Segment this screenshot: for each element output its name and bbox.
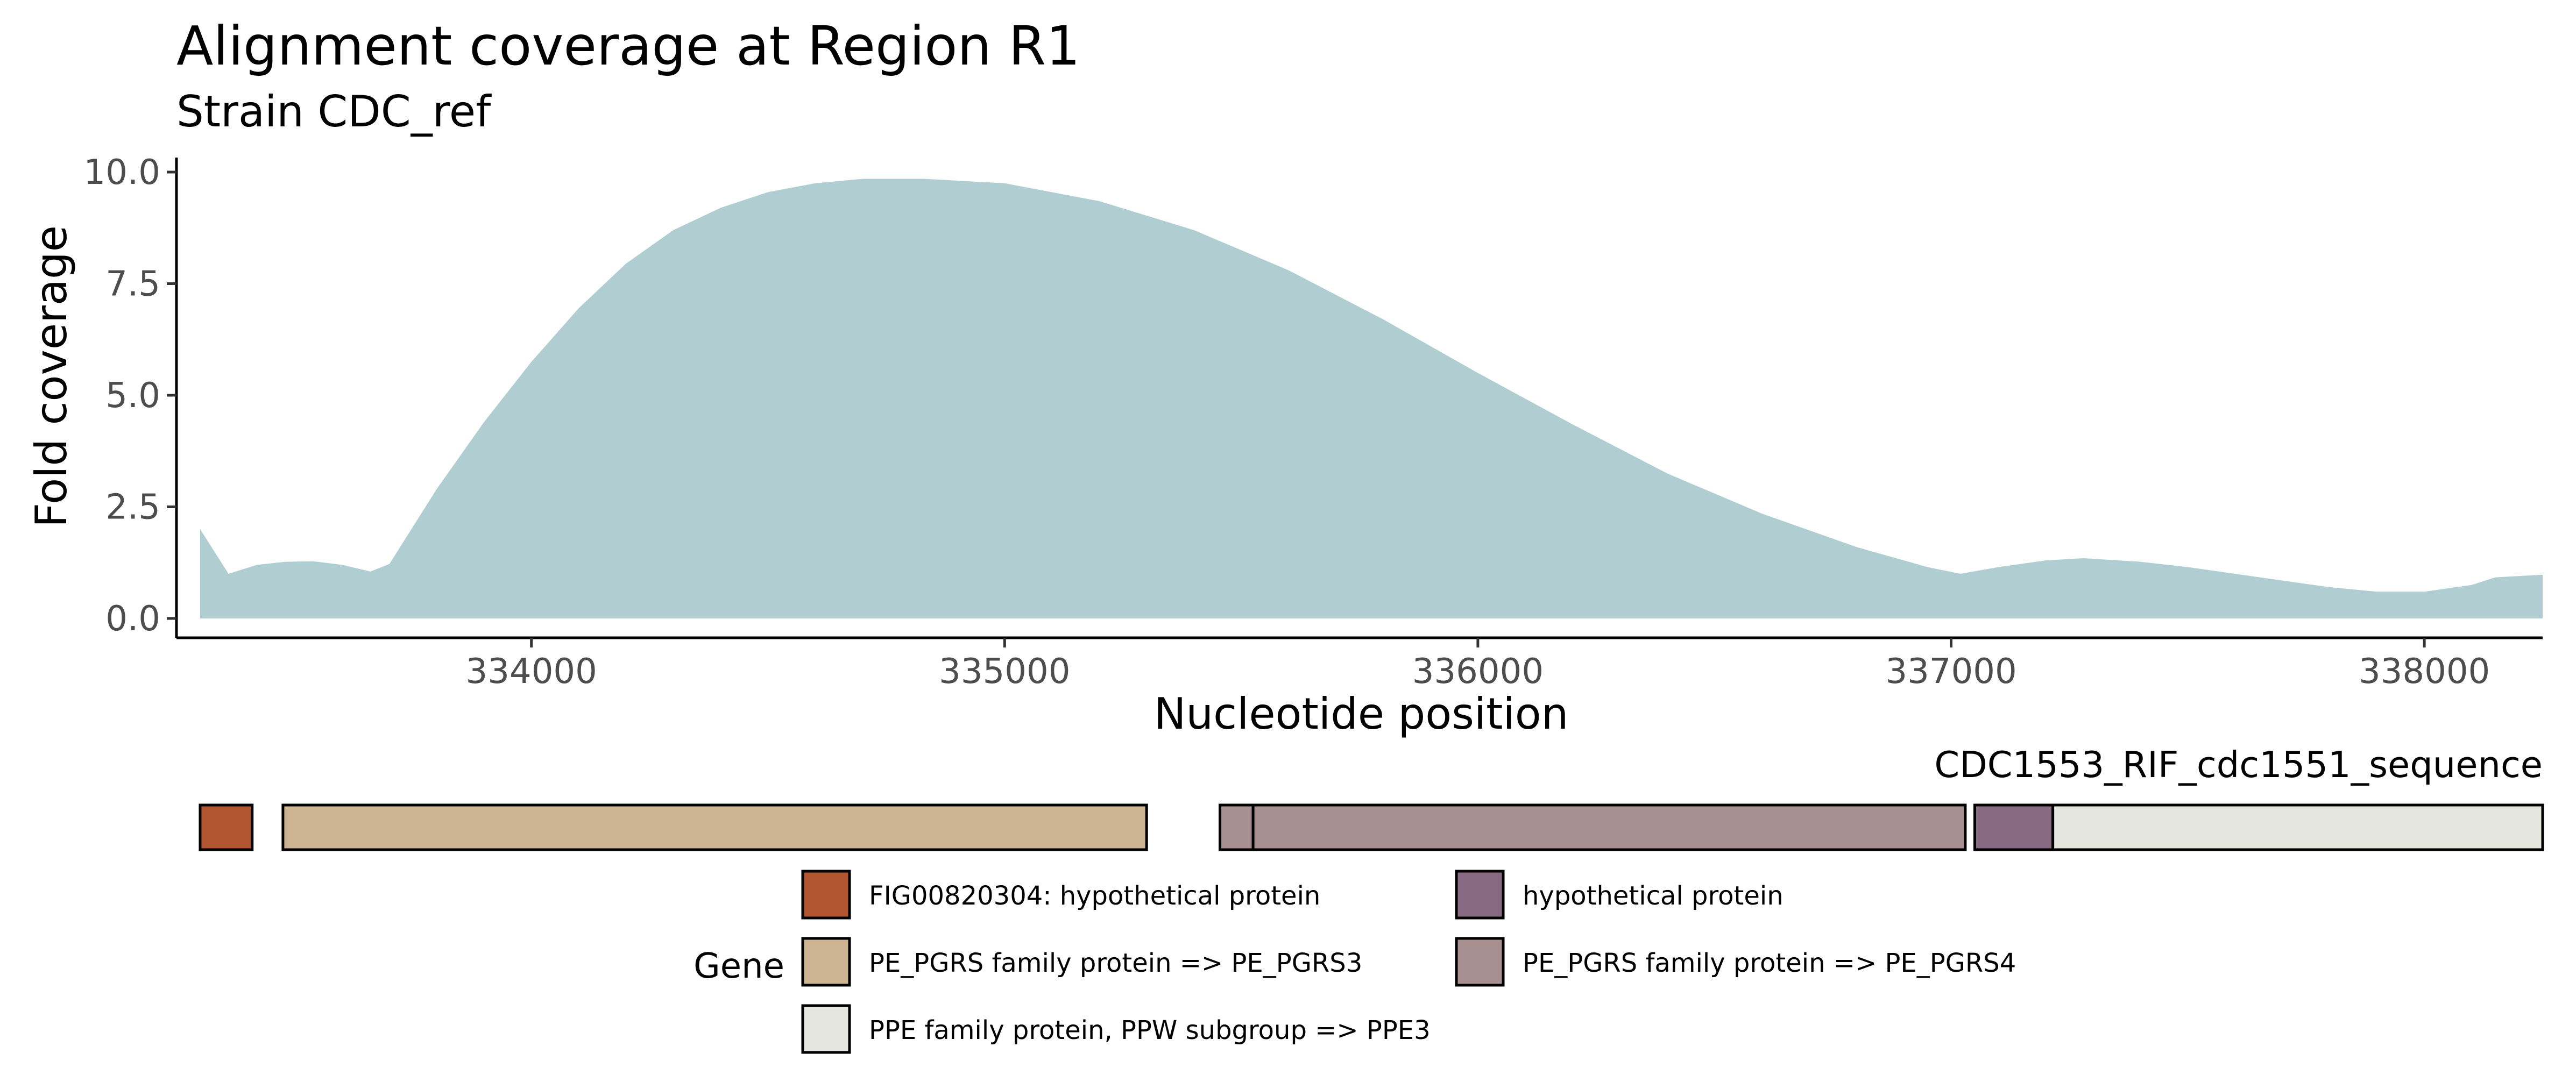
gene-legend: FIG00820304: hypothetical protein hypothe… [801,870,2016,1054]
x-tick-label: 334000 [466,652,597,692]
legend-label: FIG00820304: hypothetical protein [869,881,1320,911]
y-tick-label: 2.5 [105,488,160,528]
gene-feature [1973,803,2055,851]
legend-swatch [1455,937,1505,987]
y-tick-label: 10.0 [84,153,161,193]
x-tick-label: 337000 [1885,652,2016,692]
y-axis-label: Fold coverage [26,225,76,528]
plot-area [200,179,2543,618]
gene-feature [1251,803,1967,851]
x-tick-label: 335000 [939,652,1070,692]
legend-swatch [801,937,851,987]
gene-feature [1219,803,1255,851]
legend-swatch [1455,870,1505,920]
legend-title: Gene [693,946,784,986]
x-axis-label: Nucleotide position [1154,689,1569,739]
x-axis-ticks: 334000 335000 336000 337000 338000 [466,638,2490,692]
coverage-area [200,179,2543,618]
legend-label: hypothetical protein [1523,881,1784,911]
y-tick-label: 0.0 [105,599,160,639]
gene-feature [199,803,254,851]
legend-swatch [801,1004,851,1054]
y-axis-ticks: 0.0 2.5 5.0 7.5 10.0 [84,153,176,639]
legend-swatch [801,870,851,920]
gene-track [199,803,2544,851]
legend-label: PE_PGRS family protein => PE_PGRS3 [869,948,1362,978]
gene-track-label: CDC1553_RIF_cdc1551_sequence [1934,744,2543,786]
x-tick-label: 336000 [1412,652,1544,692]
gene-feature [281,803,1148,851]
legend-label: PPE family protein, PPW subgroup => PPE3 [869,1015,1431,1045]
y-tick-label: 5.0 [105,376,160,416]
chart-subtitle: Strain CDC_ref [176,87,492,137]
y-tick-label: 7.5 [105,265,160,304]
chart-title: Alignment coverage at Region R1 [176,15,1080,77]
legend-label: PE_PGRS family protein => PE_PGRS4 [1523,948,2016,978]
x-tick-label: 338000 [2359,652,2490,692]
gene-feature [2051,803,2544,851]
